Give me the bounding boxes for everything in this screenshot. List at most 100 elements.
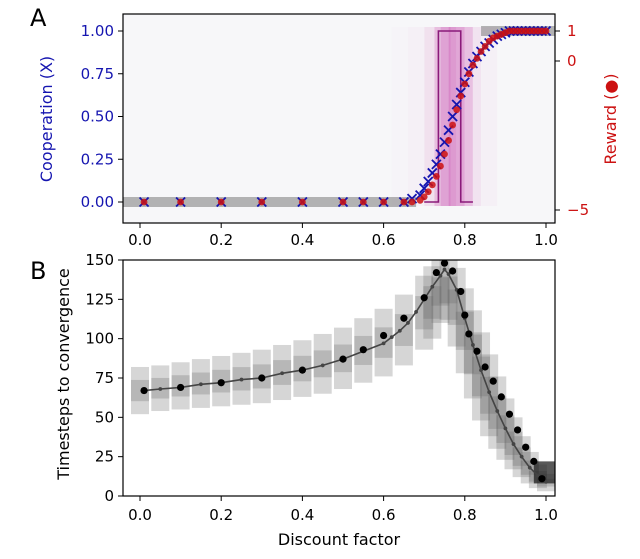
b-data-point	[420, 294, 428, 302]
panel-a-x-axis: 0.0 0.2 0.4 0.6 0.8 1.0	[128, 223, 558, 249]
b-spread-cell	[415, 275, 434, 350]
a-reward-point	[473, 54, 481, 62]
a-reward-point	[177, 198, 185, 206]
a-reward-point	[469, 61, 477, 69]
b-spread-core	[463, 334, 482, 375]
b-x-tick-label: 1.0	[534, 506, 558, 524]
b-data-point	[140, 386, 148, 395]
a-reward-point	[461, 80, 469, 88]
a-y2-tick-label: −5	[567, 201, 589, 219]
a-x-tick-label: 0.2	[209, 231, 233, 249]
b-data-point	[400, 314, 408, 322]
b-spread-cell	[439, 260, 458, 320]
b-mean-point	[280, 371, 284, 376]
panel-b-marks	[131, 260, 555, 492]
b-data-point	[513, 426, 522, 434]
b-mean-point	[406, 321, 410, 325]
b-mean-point	[544, 479, 548, 484]
a-reward-point	[449, 121, 457, 129]
b-spread-cell	[423, 266, 442, 339]
panel-a-frame	[122, 13, 556, 224]
a-reward-point	[428, 181, 436, 189]
b-data-point	[177, 383, 185, 392]
b-mean-point	[438, 273, 443, 278]
b-spread-cell	[131, 366, 149, 415]
b-mean-point	[479, 368, 483, 373]
a-y2-tick-label: 1	[567, 22, 577, 40]
b-data-point	[217, 379, 225, 387]
a-reward-point	[400, 198, 408, 206]
b-spread-cell	[394, 294, 413, 366]
a-cooperation-point-stroke	[419, 183, 430, 194]
b-mean-point	[471, 343, 475, 347]
b-data-point	[449, 267, 457, 275]
a-shade-cell	[440, 27, 457, 206]
b-spread-cell	[447, 267, 466, 347]
a-reward-point	[542, 27, 550, 35]
b-x-tick-label: 0.8	[453, 506, 477, 524]
panel-b: 0.0 0.2 0.4 0.6 0.8 1.0 0 25 50 75 100 125 150 Disc…	[54, 251, 558, 549]
b-mean-point	[527, 465, 532, 470]
b-data-point	[359, 346, 367, 354]
b-data-point	[530, 457, 538, 465]
a-cooperation-point-stroke	[431, 159, 442, 170]
b-mean-point	[519, 454, 524, 459]
b-data-point	[258, 374, 266, 382]
a-reward-point	[408, 198, 416, 206]
b-y-tick-label: 25	[95, 448, 114, 466]
b-spread-core	[431, 277, 450, 306]
b-data-point	[432, 268, 440, 277]
panel-a-left-axis: 0.00 0.25 0.50 0.75 1.00	[81, 22, 123, 211]
a-cooperation-point-stroke	[427, 167, 438, 179]
b-mean-point	[487, 390, 492, 395]
a-reward-point	[477, 48, 485, 55]
panel-b-y-axis: 0 25 50 75 100 125 150	[85, 251, 123, 505]
a-reward-point	[465, 70, 473, 78]
b-mean-point	[495, 409, 500, 413]
b-mean-point	[381, 341, 386, 346]
b-mean-point	[158, 387, 163, 391]
a-x-tick-label: 1.0	[534, 231, 558, 249]
a-x-tick-label: 0.6	[372, 231, 396, 249]
a-reward-point	[457, 92, 465, 100]
b-data-point	[489, 377, 497, 385]
a-cooperation-point-stroke	[451, 99, 462, 110]
a-x-tick-label: 0.0	[128, 231, 152, 249]
panel-a-marks	[123, 25, 555, 208]
a-y-tick-label: 0.75	[81, 65, 114, 83]
b-mean-point	[239, 377, 244, 382]
a-reward-point	[441, 150, 448, 158]
b-data-point	[481, 363, 489, 371]
b-mean-point	[511, 442, 516, 446]
panel-b-x-axis-title: Discount factor	[278, 530, 401, 549]
panel-b-y-axis-title: Timesteps to convergence	[54, 268, 73, 480]
a-reward-point	[453, 106, 461, 114]
panel-b-letter: B	[30, 257, 46, 285]
b-y-tick-label: 100	[85, 330, 114, 348]
b-mean-point	[389, 335, 394, 339]
panel-a: 0.0 0.2 0.4 0.6 0.8 1.0 0.000.250.500.751.00 …	[37, 13, 620, 249]
b-data-point	[298, 366, 306, 374]
a-reward-point	[420, 193, 428, 201]
b-data-point	[465, 330, 473, 338]
a-reward-point	[140, 198, 148, 206]
b-mean-point	[430, 284, 435, 289]
a-cooperation-point-stroke	[447, 111, 458, 122]
a-reward-point	[380, 198, 387, 206]
b-spread-core	[131, 379, 149, 402]
b-mean-point	[414, 310, 418, 314]
b-mean-curve	[144, 268, 547, 483]
a-reward-point	[481, 42, 489, 50]
a-shade-cell	[408, 27, 424, 206]
b-data-point	[505, 410, 514, 418]
a-cooperation-point-stroke	[415, 190, 426, 201]
a-reward-point	[258, 198, 266, 206]
watermark: 头条 @数据派THU	[484, 528, 602, 545]
a-y-tick-label: 0.25	[81, 150, 114, 168]
a-x-tick-label: 0.8	[453, 231, 477, 249]
a-cooperation-point-stroke	[423, 176, 434, 187]
b-y-tick-label: 125	[85, 290, 114, 308]
b-data-point	[339, 355, 347, 363]
a-x-tick-label: 0.4	[290, 231, 314, 249]
